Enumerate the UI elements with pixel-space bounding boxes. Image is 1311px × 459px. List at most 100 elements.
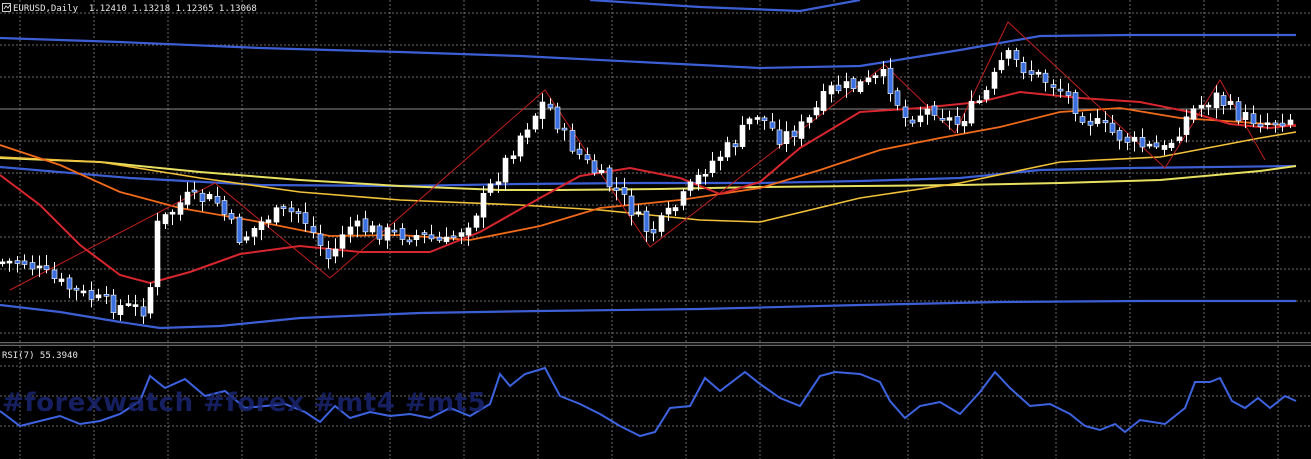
candle-bear <box>1028 70 1035 75</box>
candle-bull <box>798 121 805 139</box>
candle-bull <box>117 305 124 315</box>
candle-bear <box>288 207 295 213</box>
candle-bear <box>436 236 443 241</box>
rsi-pane[interactable] <box>0 346 1311 459</box>
candle-bull <box>828 85 835 95</box>
candle-bull <box>976 100 983 103</box>
candle-bull <box>961 121 968 127</box>
candle-bull <box>413 235 420 240</box>
candle-bull <box>369 225 376 233</box>
candle-bull <box>872 75 879 78</box>
candle-bull <box>1264 122 1271 126</box>
candle-bear <box>1087 120 1094 126</box>
candle-bull <box>709 160 716 173</box>
candle-bull <box>347 226 354 235</box>
candle-bear <box>1072 92 1079 115</box>
candle-bear <box>21 260 28 265</box>
candle-bear <box>391 229 398 233</box>
candle-bull <box>658 215 665 232</box>
candle-bull <box>0 261 6 265</box>
rsi-chart[interactable] <box>0 346 1311 459</box>
candle-bear <box>769 121 776 129</box>
candle-bull <box>354 220 361 227</box>
candle-bear <box>1235 101 1242 122</box>
candle-bull <box>458 232 465 237</box>
candle-bear <box>302 212 309 224</box>
candle-bull <box>1146 143 1153 147</box>
candle-bear <box>1079 116 1086 123</box>
candle-bear <box>606 167 613 188</box>
candle-bull <box>687 181 694 191</box>
candle-bear <box>576 148 583 155</box>
candle-bear <box>399 228 406 240</box>
candle-bear <box>236 216 243 244</box>
candle-bull <box>1190 108 1197 120</box>
candle-bull <box>806 117 813 123</box>
candle-bear <box>628 195 635 216</box>
candle-bull <box>487 183 494 193</box>
candle-bear <box>1065 91 1072 96</box>
candle-bull <box>843 81 850 89</box>
candle-bear <box>43 265 50 271</box>
candle-bear <box>850 78 857 89</box>
candle-bear <box>791 130 798 137</box>
candle-bull <box>177 202 184 215</box>
candle-bear <box>51 269 58 279</box>
candle-bear <box>1102 120 1109 124</box>
candle-bull <box>635 211 642 215</box>
candle-bull <box>132 304 139 307</box>
candle-bear <box>110 294 117 314</box>
candle-bull <box>754 117 761 120</box>
candle-bear <box>1220 95 1227 106</box>
candle-bull <box>36 265 43 269</box>
rsi-line <box>0 366 1297 438</box>
candle-bull <box>532 115 539 130</box>
candle-bull <box>332 248 339 257</box>
candle-bull <box>665 207 672 215</box>
candle-bear <box>1272 122 1279 126</box>
candles <box>0 47 1294 324</box>
candle-bull <box>917 115 924 123</box>
candle-bull <box>998 60 1005 71</box>
candle-bull <box>1035 71 1042 75</box>
candle-bear <box>621 187 628 195</box>
candle-bull <box>983 90 990 100</box>
candle-bull <box>1161 145 1168 150</box>
candle-bull <box>1205 104 1212 108</box>
candle-bull <box>147 287 154 314</box>
candle-bull <box>1227 101 1234 105</box>
candle-bear <box>14 260 21 264</box>
candle-bear <box>1139 137 1146 148</box>
candle-bear <box>931 105 938 116</box>
candle-bear <box>1250 113 1257 125</box>
candle-bull <box>1213 92 1220 109</box>
candle-bear <box>228 213 235 220</box>
candle-bull <box>184 191 191 205</box>
ma-fast-line <box>0 90 1297 285</box>
candle-bull <box>865 77 872 83</box>
candle-bear <box>214 196 221 204</box>
candle-bear <box>325 248 332 260</box>
candle-bull <box>968 101 975 124</box>
ma-slow-line <box>0 131 1297 223</box>
candle-bear <box>280 206 287 210</box>
main-chart-pane[interactable] <box>0 0 1311 342</box>
pane-divider[interactable] <box>0 342 1311 346</box>
candle-bear <box>643 210 650 232</box>
candle-bull <box>946 117 953 121</box>
zigzag-line <box>9 21 1266 291</box>
candle-bear <box>406 239 413 243</box>
candle-bull <box>125 303 132 306</box>
candle-bear <box>1020 61 1027 74</box>
candle-bull <box>1168 142 1175 149</box>
candle-bull <box>443 236 450 243</box>
candle-bull <box>1242 112 1249 121</box>
candle-bear <box>66 277 73 290</box>
ma-mid-line <box>0 107 1297 241</box>
price-chart[interactable] <box>0 0 1311 342</box>
candle-bear <box>902 106 909 119</box>
candle-bull <box>820 91 827 111</box>
candle-bull <box>265 219 272 223</box>
candle-bear <box>317 233 324 246</box>
candle-bull <box>880 69 887 77</box>
